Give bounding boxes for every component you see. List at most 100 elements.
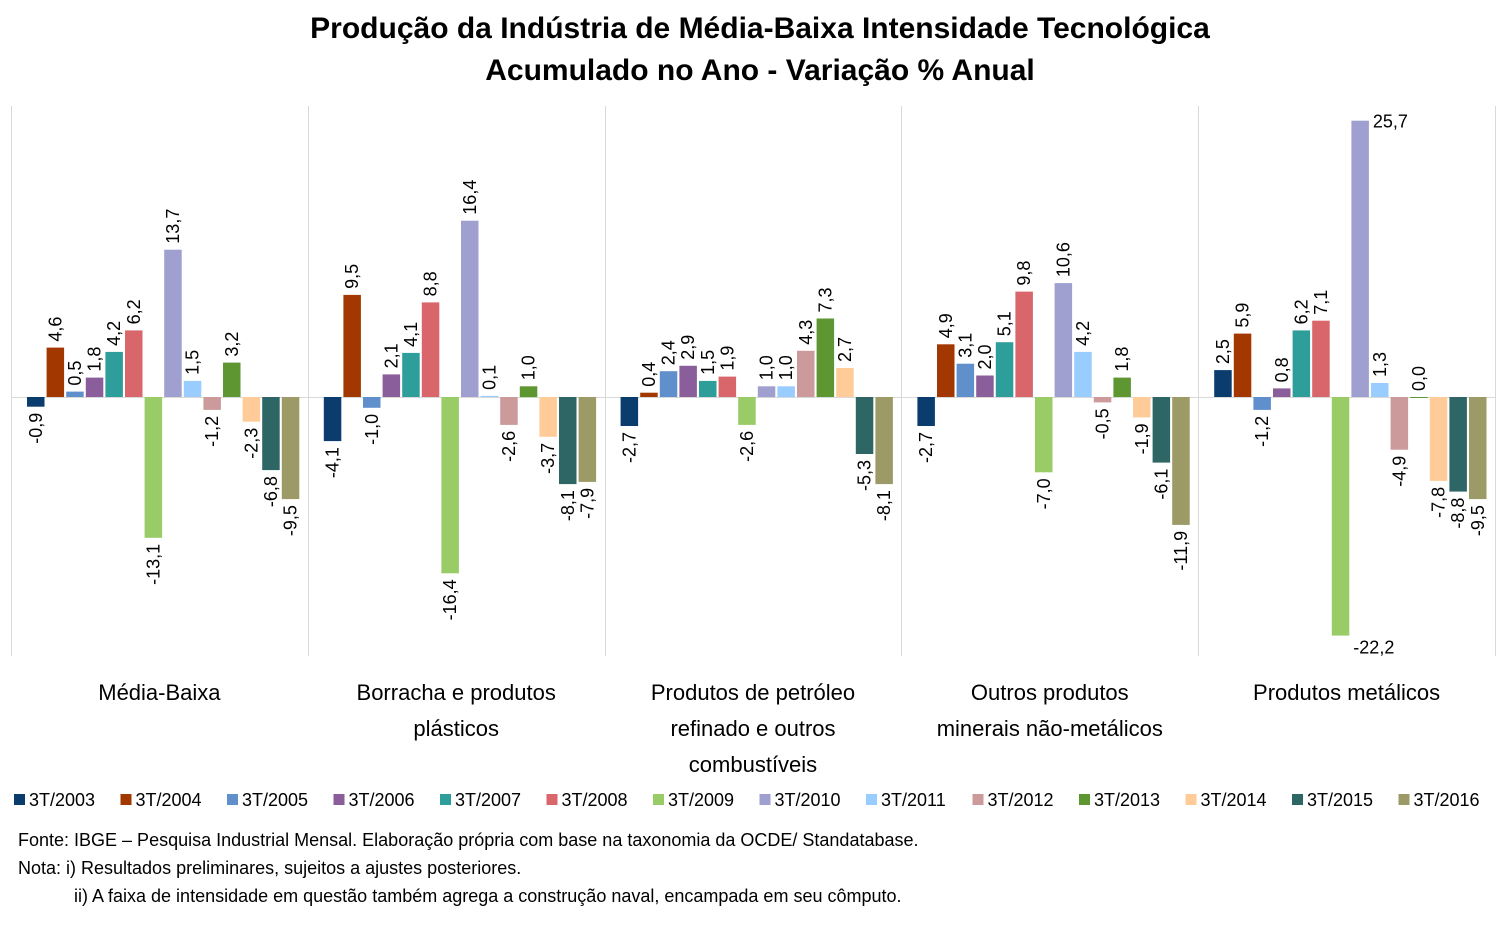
data-label: -1,0	[362, 414, 382, 445]
bar	[956, 363, 975, 397]
data-label: -9,5	[281, 505, 301, 536]
data-label: -2,6	[499, 431, 519, 462]
data-label: 8,8	[421, 271, 441, 296]
bar	[242, 397, 261, 422]
bar	[105, 351, 123, 397]
bar	[1233, 333, 1252, 397]
data-label: 4,1	[401, 322, 421, 347]
data-label: 1,9	[717, 346, 737, 371]
bar	[66, 391, 84, 397]
bar	[1292, 330, 1311, 397]
bar	[937, 344, 955, 397]
category-label: Borracha e produtos	[357, 680, 556, 705]
legend-label: 3T/2006	[349, 790, 415, 810]
bar	[1015, 291, 1033, 397]
data-label: 16,4	[460, 180, 480, 215]
data-label: -7,0	[1034, 478, 1054, 509]
bar	[1273, 388, 1291, 397]
legend-label: 3T/2015	[1307, 790, 1373, 810]
bar	[223, 362, 241, 397]
data-label: -11,9	[1171, 531, 1191, 571]
bar	[203, 397, 221, 410]
data-label: -1,2	[202, 416, 222, 447]
chart-title: Produção da Indústria de Média-Baixa Int…	[0, 8, 1502, 92]
legend-swatch	[972, 794, 984, 805]
category-label: Produtos de petróleo	[651, 680, 855, 705]
bar	[620, 397, 639, 426]
data-label: -22,2	[1353, 638, 1394, 658]
data-label: 4,3	[796, 320, 816, 345]
data-label: 1,0	[519, 355, 539, 380]
data-label: -8,8	[1448, 498, 1468, 529]
category-label: minerais não-metálicos	[937, 716, 1163, 741]
bar	[1469, 397, 1487, 500]
data-label: -9,5	[1468, 505, 1488, 536]
legend-swatch	[1292, 794, 1303, 805]
data-label: -7,8	[1429, 487, 1449, 518]
bar	[640, 392, 658, 397]
bar	[1172, 397, 1190, 525]
legend-label: 3T/2005	[242, 790, 308, 810]
data-label: -2,7	[619, 432, 639, 463]
legend-label: 3T/2014	[1201, 790, 1267, 810]
bar	[995, 342, 1014, 397]
legend-swatch	[1398, 794, 1410, 805]
data-label: -8,1	[558, 490, 578, 521]
bar	[855, 397, 874, 454]
bar	[164, 249, 182, 397]
data-label: -2,3	[241, 428, 261, 459]
bar	[816, 318, 835, 397]
bar	[1133, 397, 1151, 418]
bar	[262, 397, 280, 471]
data-label: 1,8	[1112, 347, 1132, 372]
bar	[480, 395, 499, 397]
legend-label: 3T/2016	[1414, 790, 1480, 810]
bar	[1093, 397, 1112, 403]
data-label: -16,4	[440, 579, 460, 620]
data-label: 1,8	[85, 347, 105, 372]
data-label: 25,7	[1373, 112, 1408, 132]
legend-label: 3T/2013	[1094, 790, 1160, 810]
bar	[421, 302, 440, 397]
legend-swatch	[120, 794, 132, 805]
data-label: 1,0	[757, 355, 777, 380]
data-label: 4,9	[936, 313, 956, 338]
bar	[125, 330, 143, 397]
data-label: 0,4	[639, 362, 659, 387]
bar	[1113, 377, 1131, 397]
legend-swatch	[653, 794, 664, 805]
bar	[679, 365, 697, 397]
category-label: Outros produtos	[971, 680, 1129, 705]
bar	[1390, 397, 1409, 450]
legend-swatch	[546, 794, 558, 805]
data-label: 2,9	[678, 335, 698, 360]
data-label: -2,6	[737, 431, 757, 462]
bar	[27, 397, 45, 407]
bar	[323, 397, 342, 442]
bar	[777, 386, 795, 398]
category-label: plásticos	[413, 716, 499, 741]
data-label: 1,0	[776, 355, 796, 380]
data-label: 0,1	[479, 365, 499, 390]
data-label: 1,5	[183, 350, 203, 375]
data-label: 10,6	[1053, 242, 1073, 277]
bar	[1312, 320, 1330, 397]
bar	[461, 220, 479, 397]
bar	[1054, 283, 1073, 397]
bar	[797, 350, 815, 397]
chart-title-line2: Acumulado no Ano - Variação % Anual	[485, 54, 1035, 87]
chart-title-line1: Produção da Indústria de Média-Baixa Int…	[310, 12, 1210, 45]
legend-swatch	[1185, 794, 1197, 805]
bar	[441, 397, 459, 574]
data-label: -1,9	[1132, 423, 1152, 454]
bar	[836, 368, 854, 397]
data-label: -2,7	[916, 432, 936, 463]
legend-swatch	[14, 794, 25, 805]
data-label: 6,2	[1291, 299, 1311, 324]
data-label: 3,1	[955, 333, 975, 358]
legend-swatch	[1079, 794, 1090, 805]
category-label: Média-Baixa	[98, 680, 221, 705]
bar	[183, 380, 202, 397]
legend-label: 3T/2009	[668, 790, 734, 810]
